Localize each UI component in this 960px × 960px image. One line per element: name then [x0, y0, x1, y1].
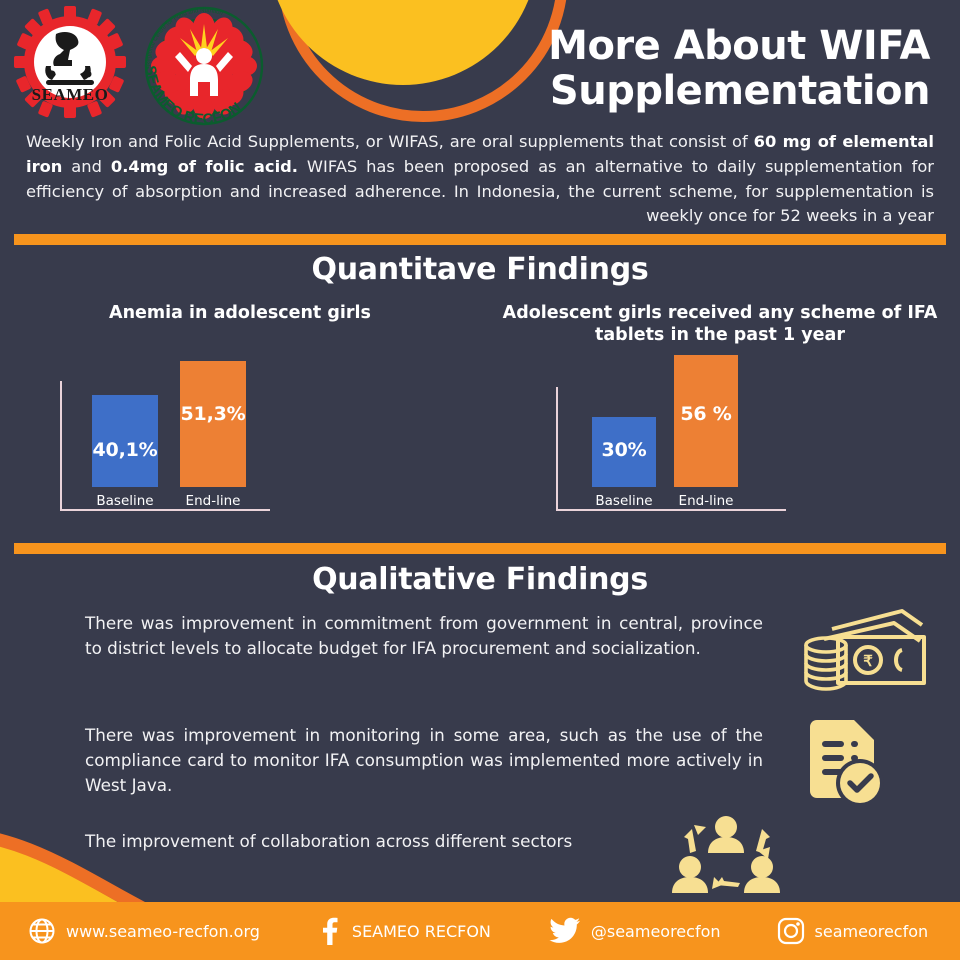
footer-instagram-label: seameorecfon [814, 921, 929, 941]
money-budget-icon: ₹ [804, 609, 926, 691]
chart-plot-area: 30% Baseline 56 % End-line [494, 355, 946, 511]
x-axis [60, 509, 270, 511]
bar-item: 56 % End-line [674, 355, 738, 509]
intro-paragraph: Weekly Iron and Folic Acid Supplements, … [26, 130, 934, 229]
category-label: End-line [185, 493, 241, 509]
qualitative-point: There was improvement in monitoring in s… [85, 725, 763, 795]
qualitative-point: There was improvement in commitment from… [85, 613, 763, 658]
category-label: Baseline [96, 493, 154, 509]
page-title: More About WIFA Supplementation [370, 24, 930, 114]
title-line-2: Supplementation [549, 67, 931, 114]
seameo-logo: SEAMEO [14, 6, 126, 118]
bar-value-label: 40,1% [92, 439, 158, 461]
bar-group: 30% Baseline 56 % End-line [592, 355, 738, 509]
bar-value-label: 56 % [680, 403, 732, 425]
facebook-icon [322, 917, 338, 945]
chart-plot-area: 40,1% Baseline 51,3% End-line [14, 361, 466, 511]
divider-top [14, 234, 946, 245]
logo-group: SEAMEO [10, 4, 276, 128]
globe-icon [29, 918, 55, 944]
footer-website-label: www.seameo-recfon.org [66, 921, 260, 941]
intro-part-1: Weekly Iron and Folic Acid Supplements, … [26, 132, 754, 151]
bar-item: 51,3% End-line [180, 361, 246, 509]
divider-middle [14, 543, 946, 554]
quantitative-section: Quantitave Findings Anemia in adolescent… [0, 252, 960, 511]
twitter-icon [549, 917, 580, 943]
bar-baseline: 40,1% [92, 395, 158, 487]
header: SEAMEO [0, 0, 960, 228]
chart-anemia: Anemia in adolescent girls 40,1% Baselin… [0, 303, 480, 511]
bar-value-label: 51,3% [180, 403, 246, 425]
bar-endline: 51,3% [180, 361, 246, 487]
qualitative-point: The improvement of collaboration across … [85, 831, 573, 851]
intro-bold-1: 60 mg of elemental iron [26, 132, 934, 176]
footer-facebook[interactable]: SEAMEO RECFON [316, 917, 491, 945]
intro-bold-2: 0.4mg of folic acid. [110, 156, 298, 176]
category-label: Baseline [595, 493, 653, 509]
svg-text:SEAMEO: SEAMEO [32, 85, 109, 104]
qualitative-title: Qualitative Findings [312, 562, 648, 597]
bar-item: 30% Baseline [592, 417, 656, 509]
charts-row: Anemia in adolescent girls 40,1% Baselin… [0, 303, 960, 511]
title-line-1: More About WIFA [548, 23, 930, 69]
bar-value-label: 30% [601, 439, 647, 461]
seameo-recfon-logo: SEAMEO RECFON Regional Centre for Food a… [142, 6, 264, 128]
category-label: End-line [678, 493, 734, 509]
chart-ifa-tablets: Adolescent girls received any scheme of … [480, 303, 960, 511]
x-axis [556, 509, 786, 511]
chart-title: Anemia in adolescent girls [109, 303, 371, 323]
document-check-icon [810, 720, 884, 807]
footer-twitter-label: @seameorecfon [590, 921, 721, 941]
bar-item: 40,1% Baseline [92, 395, 158, 509]
chart-title: Adolescent girls received any scheme of … [502, 303, 938, 345]
svg-text:₹: ₹ [863, 653, 873, 670]
y-axis [556, 387, 558, 511]
footer-website[interactable]: www.seameo-recfon.org [28, 917, 260, 945]
bar-baseline: 30% [592, 417, 656, 487]
collaboration-team-icon [672, 816, 780, 893]
quantitative-title: Quantitave Findings [311, 252, 649, 287]
y-axis [60, 381, 62, 511]
qualitative-section: Qualitative Findings There was improveme… [0, 562, 960, 893]
intro-part-2: and [62, 156, 111, 176]
footer-twitter[interactable]: @seameorecfon [549, 917, 721, 945]
instagram-icon [777, 917, 804, 945]
footer-facebook-label: SEAMEO RECFON [351, 921, 491, 941]
bar-group: 40,1% Baseline 51,3% End-line [92, 361, 246, 509]
footer-bar: www.seameo-recfon.org SEAMEO RECFON @sea… [0, 902, 960, 960]
bar-endline: 56 % [674, 355, 738, 487]
footer-instagram[interactable]: seameorecfon [777, 917, 929, 945]
intro-part-3: WIFAS has been proposed as an alternativ… [26, 156, 935, 226]
